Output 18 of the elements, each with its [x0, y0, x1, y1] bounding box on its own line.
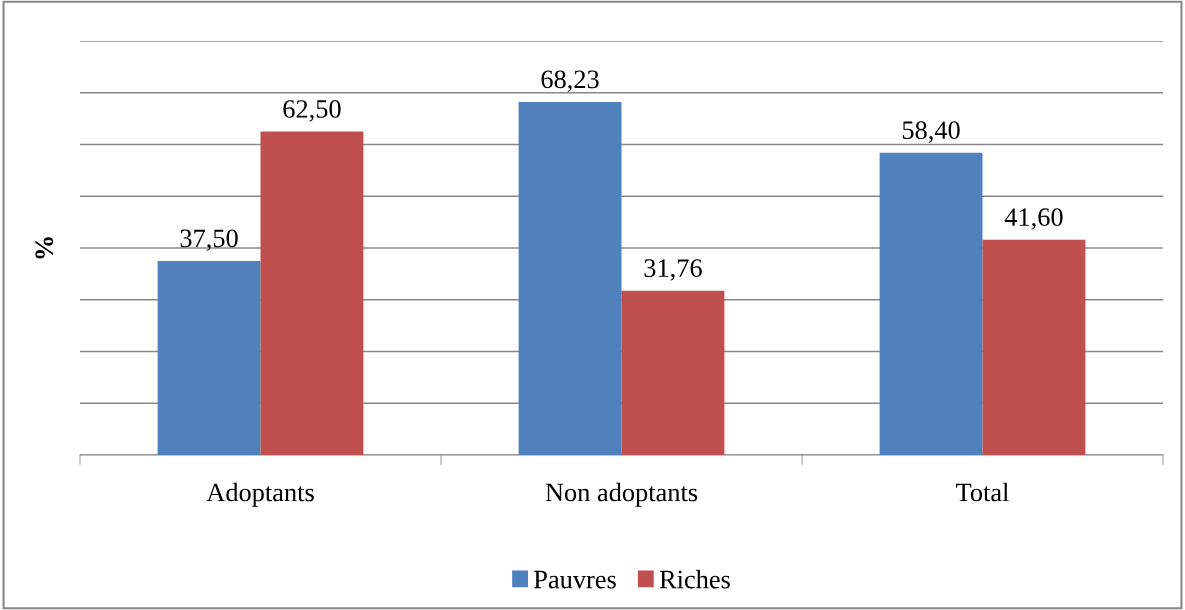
legend-label: Riches [659, 569, 730, 589]
data-label: 62,50 [283, 100, 341, 122]
bar [621, 290, 725, 455]
bar [982, 239, 1086, 455]
data-label: 37,50 [180, 229, 238, 252]
x-tick-label: Total [956, 482, 1009, 502]
x-tick-label: Adoptants [206, 482, 314, 507]
bar [518, 101, 622, 455]
bar [879, 152, 983, 455]
legend-label: Pauvres [534, 570, 616, 589]
bar [157, 260, 261, 455]
data-label: 41,60 [1004, 208, 1063, 230]
data-label: 68,23 [541, 70, 599, 93]
y-axis-title: % [35, 237, 54, 259]
bar [260, 131, 364, 455]
x-tick-label: Non adoptants [545, 482, 698, 507]
data-label: 58,40 [902, 121, 960, 143]
data-label: 31,76 [644, 259, 702, 281]
